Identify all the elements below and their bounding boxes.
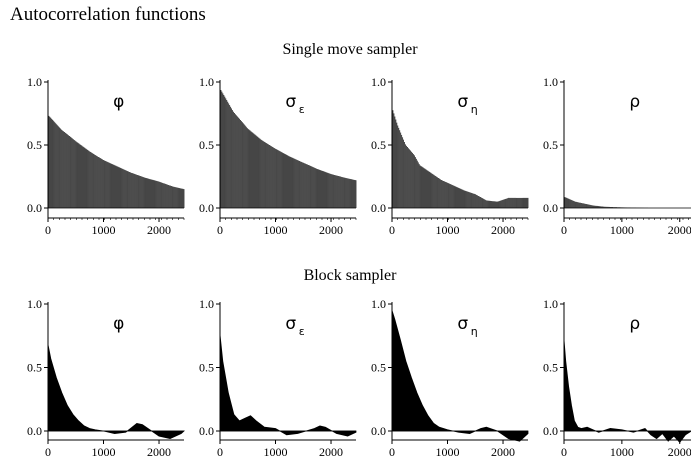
y-tick-label: 1.0 <box>199 297 214 311</box>
y-tick-label: 0.0 <box>371 201 386 215</box>
y-tick-label: 0.0 <box>371 424 386 438</box>
panel-label: σ <box>285 314 296 334</box>
panel-subscript: ε <box>299 103 305 116</box>
panel-label: σ <box>285 92 296 112</box>
section-title-single-move: Single move sampler <box>282 41 418 58</box>
y-tick-label: 1.0 <box>199 75 214 89</box>
acf-area <box>219 334 357 437</box>
x-tick-label: 2000 <box>668 445 691 459</box>
x-tick-label: 1000 <box>436 223 460 237</box>
y-tick-label: 0.0 <box>199 424 214 438</box>
x-tick-label: 0 <box>389 445 395 459</box>
y-tick-label: 0.0 <box>543 201 558 215</box>
y-tick-label: 0.5 <box>543 138 558 152</box>
chart-panel-6: 0.0 0.5 1.0 0 1000 2000 σ η <box>371 297 529 459</box>
x-tick-label: 2000 <box>319 445 343 459</box>
x-tick-label: 0 <box>45 445 51 459</box>
panel-label: φ <box>113 92 124 112</box>
y-tick-label: 0.5 <box>371 361 386 375</box>
x-tick-label: 0 <box>217 445 223 459</box>
y-tick-label: 1.0 <box>27 75 42 89</box>
x-tick-label: 1000 <box>264 223 288 237</box>
acf-area <box>391 310 529 442</box>
y-tick-label: 0.0 <box>27 424 42 438</box>
section-title-block: Block sampler <box>303 267 397 284</box>
y-tick-label: 1.0 <box>543 297 558 311</box>
chart-panel-0: 0.0 0.5 1.0 0 1000 2000 φ <box>27 75 185 237</box>
y-tick-label: 0.5 <box>543 361 558 375</box>
chart-panel-2: 0.0 0.5 1.0 0 1000 2000 σ η <box>371 75 529 237</box>
acf-area <box>563 339 691 444</box>
figure-title: Autocorrelation functions <box>10 4 206 25</box>
x-tick-label: 1000 <box>92 223 116 237</box>
chart-panel-7: 0.0 0.5 1.0 0 1000 2000 ρ <box>543 297 691 459</box>
x-tick-label: 1000 <box>610 445 634 459</box>
x-tick-label: 0 <box>561 445 567 459</box>
y-tick-label: 0.0 <box>199 201 214 215</box>
x-tick-label: 1000 <box>610 223 634 237</box>
chart-panel-3: 0.0 0.5 1.0 0 1000 2000 ρ <box>543 75 691 237</box>
panel-label: φ <box>113 314 124 334</box>
y-tick-label: 0.5 <box>199 138 214 152</box>
y-tick-label: 1.0 <box>27 297 42 311</box>
panel-label: ρ <box>629 92 640 112</box>
y-tick-label: 0.5 <box>27 361 42 375</box>
y-tick-label: 1.0 <box>371 75 386 89</box>
x-tick-label: 2000 <box>491 223 515 237</box>
x-tick-label: 2000 <box>147 223 171 237</box>
x-tick-label: 1000 <box>92 445 116 459</box>
chart-panel-5: 0.0 0.5 1.0 0 1000 2000 σ ε <box>199 297 357 459</box>
chart-panel-1: 0.0 0.5 1.0 0 1000 2000 σ ε <box>199 75 357 237</box>
panel-subscript: η <box>471 325 478 338</box>
panel-label: σ <box>457 314 468 334</box>
chart-panel-4: 0.0 0.5 1.0 0 1000 2000 φ <box>27 297 186 459</box>
x-tick-label: 0 <box>217 223 223 237</box>
acf-area <box>47 344 186 440</box>
panel-subscript: ε <box>299 325 305 338</box>
y-tick-label: 0.5 <box>199 361 214 375</box>
x-tick-label: 1000 <box>436 445 460 459</box>
y-tick-label: 0.5 <box>27 138 42 152</box>
y-tick-label: 0.5 <box>371 138 386 152</box>
y-tick-label: 0.0 <box>27 201 42 215</box>
x-tick-label: 2000 <box>668 223 691 237</box>
x-tick-label: 1000 <box>264 445 288 459</box>
x-tick-label: 0 <box>389 223 395 237</box>
x-tick-label: 0 <box>561 223 567 237</box>
panel-label: σ <box>457 92 468 112</box>
y-tick-label: 1.0 <box>371 297 386 311</box>
y-tick-label: 0.0 <box>543 424 558 438</box>
x-tick-label: 0 <box>45 223 51 237</box>
x-tick-label: 2000 <box>319 223 343 237</box>
x-tick-label: 2000 <box>147 445 171 459</box>
panel-subscript: η <box>471 103 478 116</box>
panel-label: ρ <box>629 314 640 334</box>
x-tick-label: 2000 <box>491 445 515 459</box>
y-tick-label: 1.0 <box>543 75 558 89</box>
